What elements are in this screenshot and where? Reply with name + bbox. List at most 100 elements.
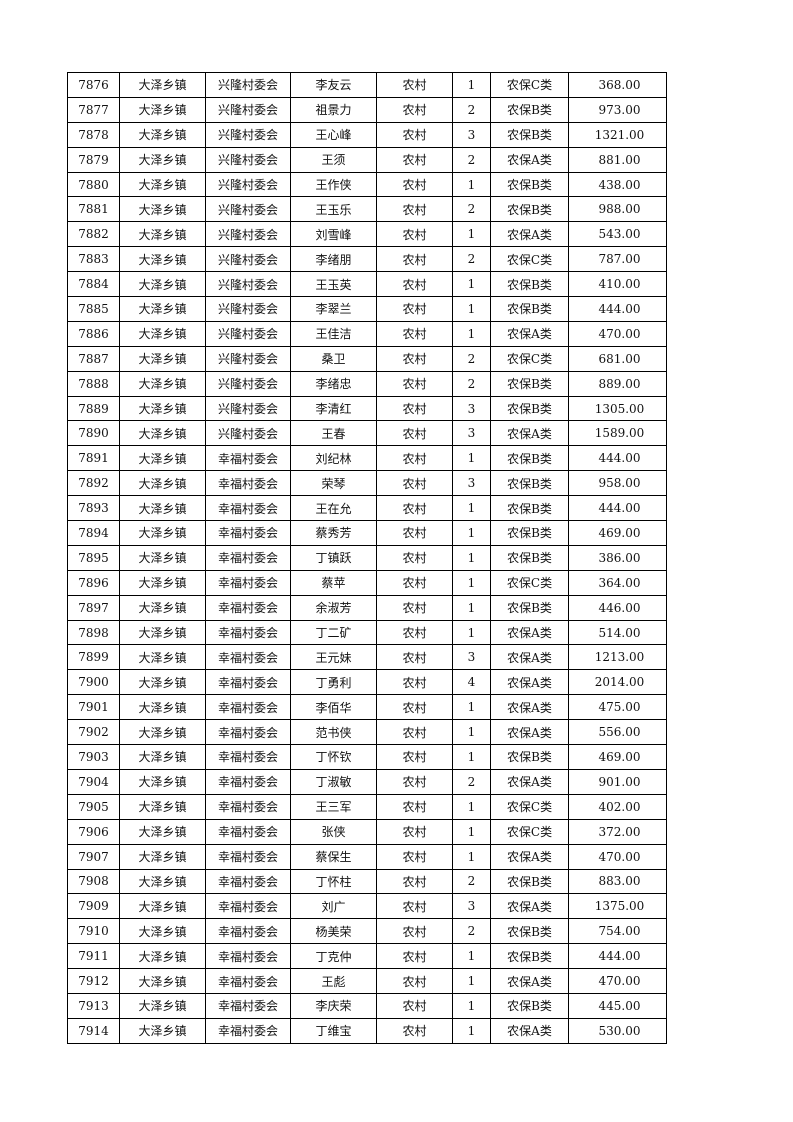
household-count-cell: 1 — [452, 968, 491, 994]
insurance-category-cell: 农保B类 — [490, 594, 569, 621]
row-id-cell: 7879 — [67, 146, 120, 173]
area-type-cell: 农村 — [376, 196, 453, 223]
table-row: 7878 大泽乡镇 兴隆村委会 王心峰 农村 3 农保B类 1321.00 — [67, 121, 667, 148]
area-type-cell: 农村 — [376, 843, 453, 870]
area-type-cell: 农村 — [376, 171, 453, 198]
person-name-cell: 范书侠 — [290, 719, 377, 746]
area-type-cell: 农村 — [376, 968, 453, 994]
village-committee-cell: 幸福村委会 — [205, 644, 291, 671]
village-committee-cell: 兴隆村委会 — [205, 370, 291, 397]
insurance-category-cell: 农保A类 — [490, 893, 569, 920]
person-name-cell: 丁勇利 — [290, 669, 377, 696]
insurance-category-cell: 农保B类 — [490, 196, 569, 223]
village-committee-cell: 兴隆村委会 — [205, 146, 291, 173]
area-type-cell: 农村 — [376, 520, 453, 546]
village-committee-cell: 幸福村委会 — [205, 495, 291, 522]
village-committee-cell: 幸福村委会 — [205, 1017, 291, 1044]
row-id-cell: 7889 — [67, 395, 120, 422]
row-id-cell: 7895 — [67, 544, 120, 571]
table-row: 7882 大泽乡镇 兴隆村委会 刘雪峰 农村 1 农保A类 543.00 — [67, 221, 667, 248]
table-row: 7887 大泽乡镇 兴隆村委会 桑卫 农村 2 农保C类 681.00 — [67, 345, 667, 372]
person-name-cell: 王玉英 — [290, 271, 377, 298]
village-committee-cell: 幸福村委会 — [205, 818, 291, 845]
area-type-cell: 农村 — [376, 246, 453, 273]
amount-cell: 444.00 — [568, 943, 667, 970]
village-committee-cell: 幸福村委会 — [205, 445, 291, 472]
insurance-category-cell: 农保B类 — [490, 918, 569, 945]
insurance-category-cell: 农保B类 — [490, 171, 569, 198]
area-type-cell: 农村 — [376, 992, 453, 1019]
row-id-cell: 7909 — [67, 893, 120, 920]
table-row: 7903 大泽乡镇 幸福村委会 丁怀钦 农村 1 农保B类 469.00 — [67, 744, 667, 770]
household-count-cell: 1 — [452, 843, 491, 870]
insurance-category-cell: 农保A类 — [490, 843, 569, 870]
village-committee-cell: 幸福村委会 — [205, 968, 291, 994]
table-row: 7877 大泽乡镇 兴隆村委会 祖景力 农村 2 农保B类 973.00 — [67, 96, 667, 123]
area-type-cell: 农村 — [376, 619, 453, 646]
village-committee-cell: 兴隆村委会 — [205, 345, 291, 372]
township-cell: 大泽乡镇 — [119, 569, 206, 596]
household-count-cell: 2 — [452, 345, 491, 372]
township-cell: 大泽乡镇 — [119, 843, 206, 870]
insurance-category-cell: 农保A类 — [490, 968, 569, 994]
village-committee-cell: 幸福村委会 — [205, 793, 291, 820]
amount-cell: 386.00 — [568, 544, 667, 571]
household-count-cell: 3 — [452, 893, 491, 920]
table-row: 7886 大泽乡镇 兴隆村委会 王佳洁 农村 1 农保A类 470.00 — [67, 320, 667, 347]
person-name-cell: 王三军 — [290, 793, 377, 820]
insurance-category-cell: 农保B类 — [490, 395, 569, 422]
household-count-cell: 1 — [452, 221, 491, 248]
area-type-cell: 农村 — [376, 296, 453, 322]
township-cell: 大泽乡镇 — [119, 669, 206, 696]
person-name-cell: 丁二矿 — [290, 619, 377, 646]
amount-cell: 1321.00 — [568, 121, 667, 148]
area-type-cell: 农村 — [376, 669, 453, 696]
township-cell: 大泽乡镇 — [119, 694, 206, 721]
amount-cell: 787.00 — [568, 246, 667, 273]
table-row: 7881 大泽乡镇 兴隆村委会 王玉乐 农村 2 农保B类 988.00 — [67, 196, 667, 223]
area-type-cell: 农村 — [376, 146, 453, 173]
row-id-cell: 7888 — [67, 370, 120, 397]
table-row: 7913 大泽乡镇 幸福村委会 李庆荣 农村 1 农保B类 445.00 — [67, 992, 667, 1019]
village-committee-cell: 兴隆村委会 — [205, 72, 291, 98]
amount-cell: 681.00 — [568, 345, 667, 372]
household-count-cell: 1 — [452, 271, 491, 298]
table-row: 7901 大泽乡镇 幸福村委会 李佰华 农村 1 农保A类 475.00 — [67, 694, 667, 721]
table-row: 7891 大泽乡镇 幸福村委会 刘纪林 农村 1 农保B类 444.00 — [67, 445, 667, 472]
area-type-cell: 农村 — [376, 320, 453, 347]
household-count-cell: 1 — [452, 495, 491, 522]
village-committee-cell: 幸福村委会 — [205, 943, 291, 970]
person-name-cell: 王须 — [290, 146, 377, 173]
household-count-cell: 1 — [452, 793, 491, 820]
area-type-cell: 农村 — [376, 544, 453, 571]
township-cell: 大泽乡镇 — [119, 221, 206, 248]
household-count-cell: 1 — [452, 171, 491, 198]
amount-cell: 469.00 — [568, 744, 667, 770]
household-count-cell: 2 — [452, 146, 491, 173]
row-id-cell: 7907 — [67, 843, 120, 870]
table-row: 7892 大泽乡镇 幸福村委会 荣琴 农村 3 农保B类 958.00 — [67, 470, 667, 497]
row-id-cell: 7903 — [67, 744, 120, 770]
person-name-cell: 李清红 — [290, 395, 377, 422]
household-count-cell: 1 — [452, 619, 491, 646]
person-name-cell: 丁镇跃 — [290, 544, 377, 571]
row-id-cell: 7886 — [67, 320, 120, 347]
township-cell: 大泽乡镇 — [119, 793, 206, 820]
area-type-cell: 农村 — [376, 818, 453, 845]
row-id-cell: 7896 — [67, 569, 120, 596]
amount-cell: 889.00 — [568, 370, 667, 397]
township-cell: 大泽乡镇 — [119, 470, 206, 497]
row-id-cell: 7912 — [67, 968, 120, 994]
amount-cell: 1375.00 — [568, 893, 667, 920]
insurance-category-cell: 农保C类 — [490, 246, 569, 273]
insurance-category-cell: 农保C类 — [490, 793, 569, 820]
household-count-cell: 2 — [452, 768, 491, 795]
table-row: 7898 大泽乡镇 幸福村委会 丁二矿 农村 1 农保A类 514.00 — [67, 619, 667, 646]
township-cell: 大泽乡镇 — [119, 72, 206, 98]
household-count-cell: 3 — [452, 395, 491, 422]
township-cell: 大泽乡镇 — [119, 296, 206, 322]
village-committee-cell: 幸福村委会 — [205, 719, 291, 746]
person-name-cell: 蔡保生 — [290, 843, 377, 870]
village-committee-cell: 幸福村委会 — [205, 768, 291, 795]
amount-cell: 470.00 — [568, 320, 667, 347]
